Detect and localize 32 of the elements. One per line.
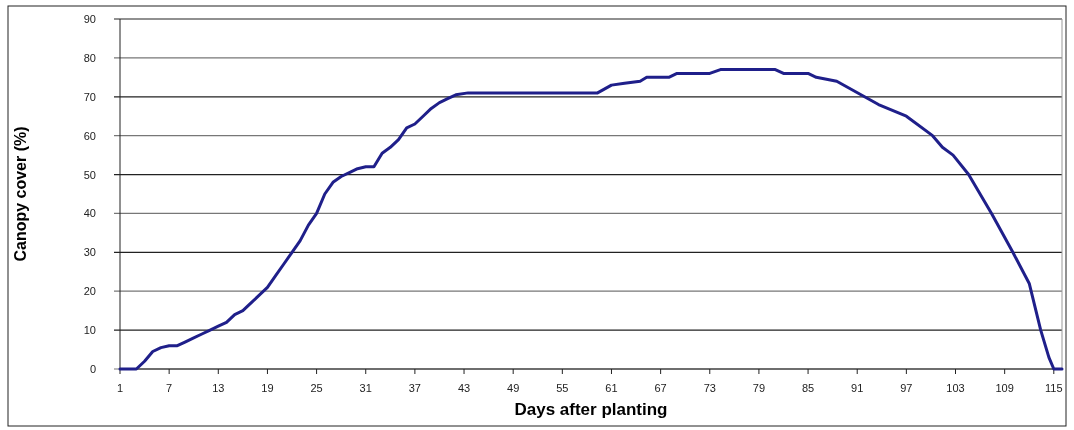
x-tick-label: 7 (166, 382, 173, 394)
y-tick-label: 70 (83, 90, 96, 103)
x-tick-label: 73 (703, 382, 716, 394)
x-tick-label: 49 (507, 382, 520, 394)
x-tick-label: 25 (310, 382, 323, 394)
y-tick-label: 50 (83, 168, 96, 181)
x-tick-label: 91 (851, 382, 864, 394)
x-tick-label: 109 (995, 382, 1014, 394)
y-tick-label: 10 (83, 324, 96, 337)
x-tick-label: 31 (359, 382, 372, 394)
y-tick-label: 30 (83, 246, 96, 259)
x-tick-label: 19 (261, 382, 274, 394)
y-tick-label: 90 (83, 13, 96, 25)
x-tick-label: 1 (116, 382, 124, 394)
x-tick-label: 61 (605, 382, 618, 394)
y-tick-label: 20 (83, 285, 96, 298)
y-tick-label: 40 (83, 207, 96, 220)
x-tick-label: 43 (457, 382, 471, 394)
x-axis-title: Days after planting (514, 400, 668, 419)
y-tick-label: 0 (89, 363, 96, 375)
y-axis-title: Canopy cover (%) (12, 126, 29, 262)
x-tick-label: 13 (212, 382, 225, 394)
x-tick-label: 67 (654, 382, 667, 394)
x-tick-label: 97 (900, 382, 913, 394)
x-tick-label: 55 (556, 382, 569, 394)
x-tick-label: 103 (946, 382, 965, 394)
x-tick-label: 79 (752, 382, 766, 394)
x-tick-label: 37 (408, 382, 422, 394)
x-tick-label: 115 (1045, 382, 1063, 394)
y-tick-label: 60 (83, 129, 96, 142)
x-tick-label: 85 (801, 382, 815, 394)
y-tick-label: 80 (83, 51, 96, 64)
